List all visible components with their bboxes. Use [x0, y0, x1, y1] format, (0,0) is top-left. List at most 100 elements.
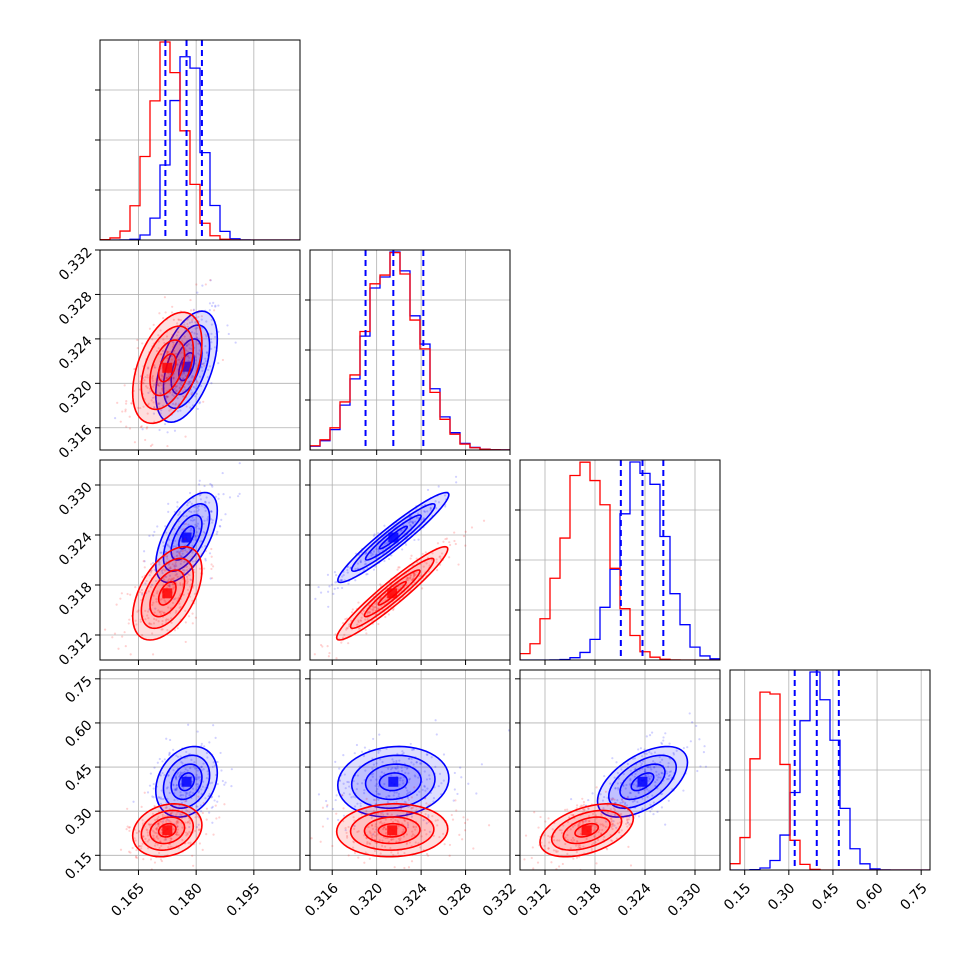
contour-blue	[336, 745, 450, 818]
panel-frame	[99, 669, 301, 871]
y-tick-label: 0.15	[62, 850, 95, 883]
histogram-red	[310, 251, 510, 450]
contour-red	[335, 545, 449, 641]
contour-red	[574, 822, 600, 838]
y-tick-label: 0.60	[62, 717, 95, 750]
contour-blue	[350, 754, 436, 810]
contour-blue	[364, 763, 422, 801]
contour-blue	[364, 514, 422, 561]
y-tick-label: 0.316	[56, 422, 96, 462]
y-tick-label: 0.320	[56, 378, 96, 418]
contour-red	[363, 816, 421, 845]
contour-red	[562, 816, 611, 845]
hist-panel-2	[515, 459, 721, 665]
density-peak-blue	[388, 776, 399, 787]
contour-blue	[378, 772, 409, 792]
density-peak-red	[162, 825, 173, 836]
x-tick-label: 0.312	[515, 880, 555, 920]
scatter-panel-3-2: 0.312 0.318 0.324 0.330	[515, 669, 721, 920]
x-tick-label: 0.330	[665, 880, 705, 920]
contour-blue	[596, 745, 689, 818]
contour-blue	[607, 754, 678, 810]
density-peak-red	[162, 362, 173, 373]
contour-red	[377, 822, 407, 838]
contour-blue	[162, 754, 211, 810]
y-tick-label: 0.330	[56, 479, 96, 519]
contour-red	[349, 809, 435, 851]
panel-frame	[99, 249, 301, 451]
contour-red	[349, 557, 435, 630]
contour-blue	[630, 772, 655, 792]
contour-red	[157, 580, 177, 606]
scatter-panel-3-1: 0.316 0.320 0.324 0.328 0.332	[302, 669, 520, 920]
y-tick-label: 0.318	[56, 579, 96, 619]
contour-red	[550, 809, 623, 851]
density-peak-red	[162, 588, 173, 599]
x-tick-label: 0.328	[436, 880, 476, 920]
hist-panel-0	[95, 39, 301, 245]
contour-red	[149, 569, 186, 618]
contour-red	[140, 325, 195, 411]
contour-red	[131, 803, 203, 858]
x-tick-label: 0.45	[809, 880, 842, 913]
scatter-red	[103, 490, 215, 656]
y-tick-label: 0.75	[62, 673, 95, 706]
contour-blue	[336, 491, 450, 584]
x-tick-label: 0.318	[565, 880, 605, 920]
contour-red	[363, 569, 421, 618]
x-tick-label: 0.332	[480, 880, 520, 920]
y-tick-label: 0.312	[56, 629, 96, 669]
contour-red	[335, 803, 449, 858]
contour-red	[539, 803, 635, 858]
density-peak-red	[387, 825, 398, 836]
contour-red	[377, 580, 407, 606]
contour-red	[131, 545, 203, 641]
contour-red	[140, 809, 195, 851]
y-tick-label: 0.332	[56, 244, 96, 284]
contour-blue	[178, 351, 196, 382]
contour-red	[131, 311, 203, 425]
contour-blue	[162, 324, 211, 410]
y-tick-label: 0.30	[62, 806, 95, 839]
y-tick-label: 0.324	[56, 333, 96, 373]
contour-blue	[154, 491, 219, 584]
contour-blue	[154, 745, 219, 818]
density-peak-blue	[637, 776, 648, 787]
histogram-red	[730, 691, 930, 870]
panel-frame	[519, 669, 721, 871]
density-peak-red	[581, 825, 592, 836]
contour-blue	[619, 763, 666, 801]
x-tick-label: 0.75	[897, 880, 930, 913]
y-tick-label: 0.328	[56, 289, 96, 329]
panel-frame	[309, 669, 511, 871]
density-peak-red	[387, 588, 398, 599]
scatter-panel-2-0: 0.312 0.318 0.324 0.330	[56, 459, 301, 669]
x-tick-label: 0.320	[347, 880, 387, 920]
contour-blue	[378, 525, 409, 550]
y-tick-label: 0.45	[62, 761, 95, 794]
scatter-panel-2-1	[305, 459, 511, 665]
hist-panel-1	[305, 249, 511, 455]
density-peak-blue	[388, 532, 399, 543]
contour-red	[157, 353, 177, 383]
hist-panel-3: 0.15 0.30 0.45 0.60 0.75	[721, 669, 931, 914]
x-tick-label: 0.316	[302, 880, 342, 920]
x-tick-label: 0.165	[108, 880, 148, 920]
contour-blue	[350, 502, 436, 573]
contour-blue	[162, 502, 211, 573]
x-tick-label: 0.30	[765, 880, 798, 913]
contour-red	[149, 816, 186, 845]
density-peak-blue	[181, 361, 192, 372]
contour-red	[149, 339, 186, 397]
contour-blue	[170, 763, 203, 801]
density-peak-blue	[181, 776, 192, 787]
contour-red	[140, 557, 195, 630]
scatter-panel-3-0: 0.15 0.30 0.45 0.60 0.75 0.165 0.180 0.195	[62, 669, 301, 920]
x-tick-label: 0.195	[224, 880, 264, 920]
x-tick-label: 0.324	[615, 880, 655, 920]
x-tick-label: 0.324	[391, 880, 431, 920]
x-tick-label: 0.60	[853, 880, 886, 913]
panel-frame	[99, 459, 301, 661]
